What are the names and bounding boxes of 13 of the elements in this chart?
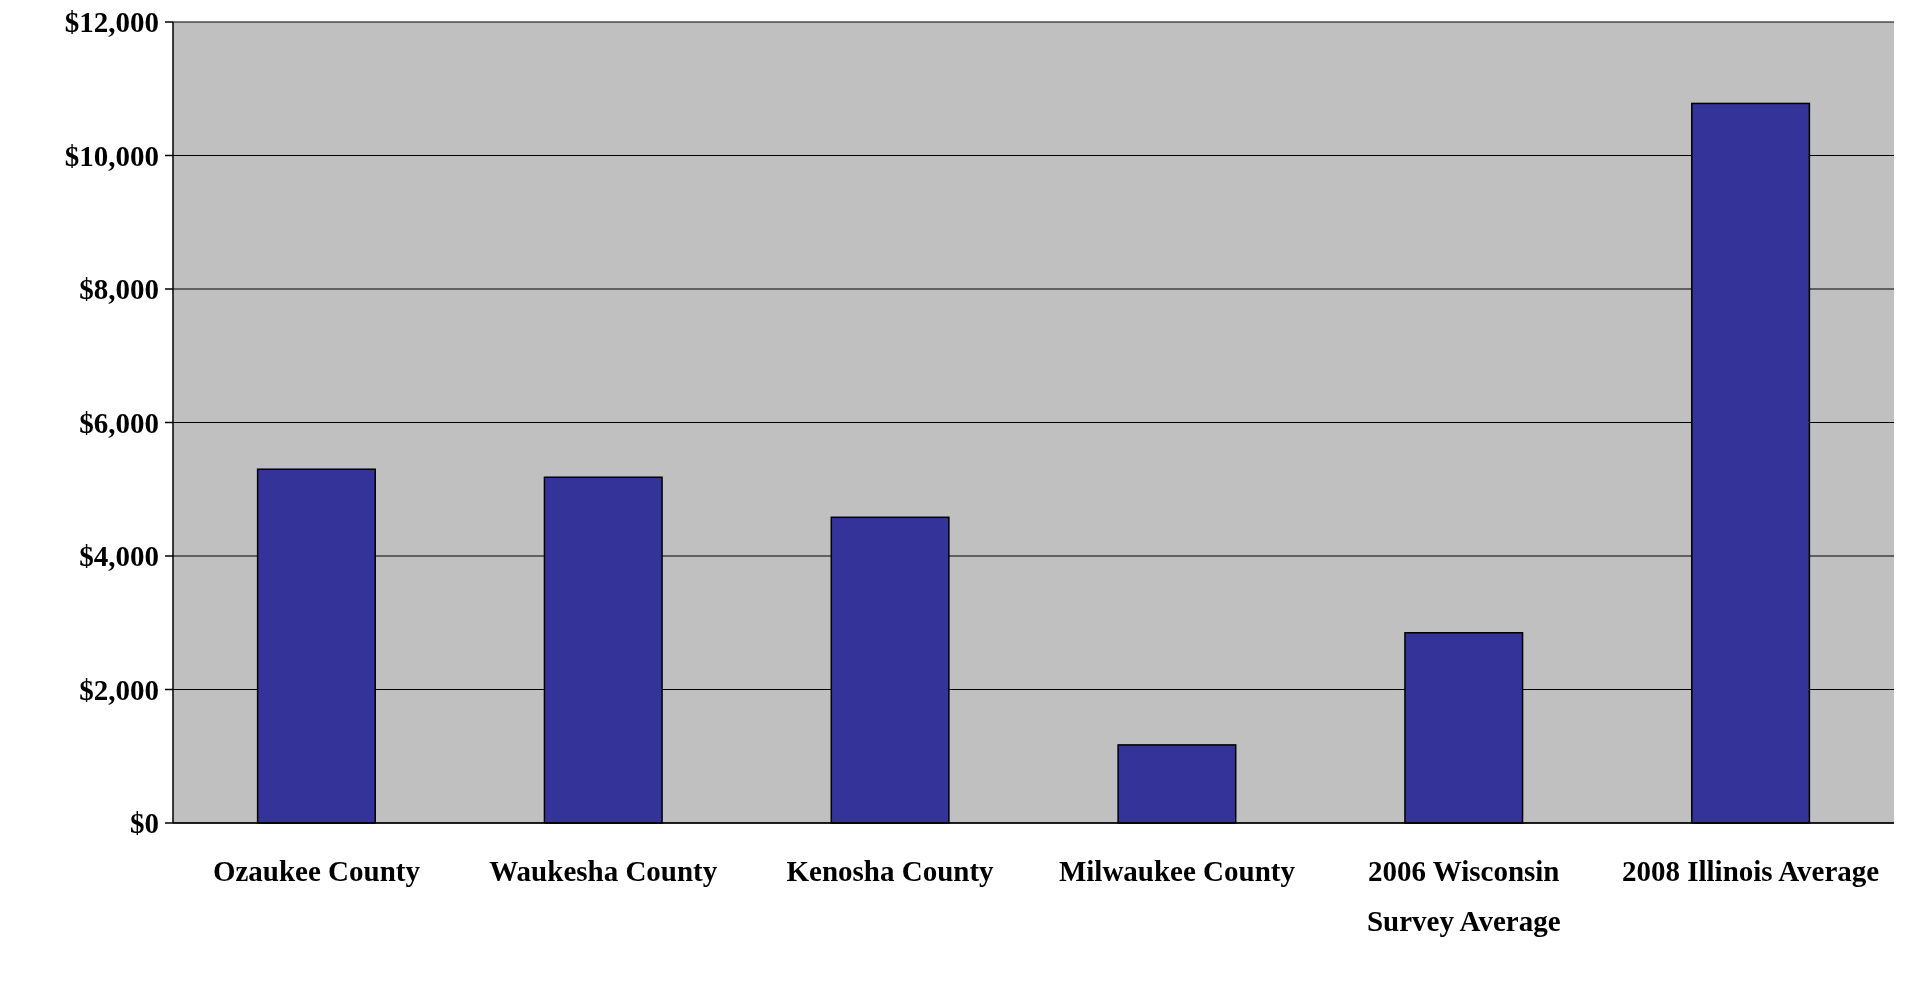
x-tick-label: Ozaukee County <box>212 855 421 887</box>
y-tick-label: $6,000 <box>79 406 159 439</box>
x-tick-label: 2006 Wisconsin Survey Average <box>1366 855 1561 937</box>
y-tick-label: $12,000 <box>64 6 159 39</box>
x-tick-label: Kenosha County <box>786 855 995 887</box>
y-tick-label: $0 <box>130 807 159 840</box>
x-tick-label: Waukesha County <box>489 855 718 887</box>
y-tick-label: $4,000 <box>79 540 159 573</box>
y-tick-label: $2,000 <box>79 673 159 706</box>
y-tick-label: $10,000 <box>64 139 159 172</box>
x-tick-label: 2008 Illinois Average <box>1621 855 1880 887</box>
x-tick-label: Milwaukee County <box>1058 855 1296 887</box>
y-tick-label: $8,000 <box>79 273 159 306</box>
